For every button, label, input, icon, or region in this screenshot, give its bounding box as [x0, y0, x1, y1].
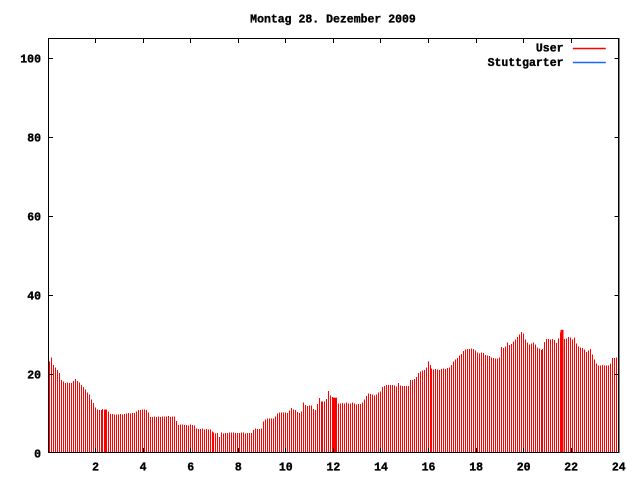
svg-text:4: 4: [140, 462, 147, 475]
svg-text:40: 40: [27, 290, 41, 303]
svg-text:2: 2: [92, 462, 99, 475]
svg-text:12: 12: [326, 462, 340, 475]
svg-text:6: 6: [187, 462, 194, 475]
svg-text:10: 10: [279, 462, 293, 475]
svg-text:100: 100: [20, 53, 41, 66]
svg-text:14: 14: [374, 462, 388, 475]
svg-text:80: 80: [27, 132, 41, 145]
svg-text:16: 16: [422, 462, 436, 475]
svg-text:20: 20: [27, 369, 41, 382]
svg-text:0: 0: [34, 448, 41, 461]
svg-text:22: 22: [564, 462, 578, 475]
svg-text:Montag 28. Dezember 2009: Montag 28. Dezember 2009: [250, 14, 416, 27]
svg-text:24: 24: [612, 462, 626, 475]
svg-text:User: User: [536, 43, 564, 56]
svg-text:18: 18: [469, 462, 483, 475]
svg-text:60: 60: [27, 211, 41, 224]
svg-text:8: 8: [235, 462, 242, 475]
svg-text:Stuttgarter: Stuttgarter: [488, 57, 564, 70]
svg-text:20: 20: [517, 462, 531, 475]
